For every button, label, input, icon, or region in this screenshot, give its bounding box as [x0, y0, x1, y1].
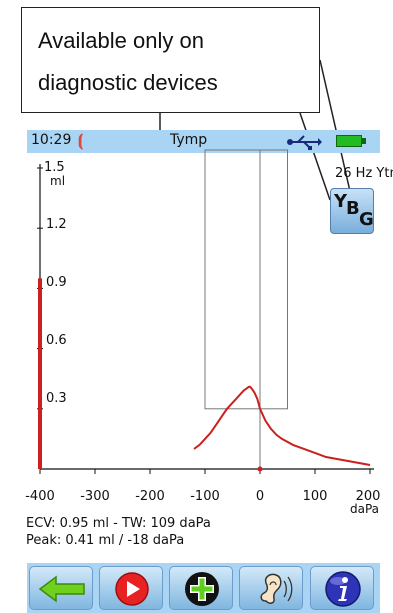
y-unit-label: ml — [50, 174, 66, 188]
y-tick-label: 0.9 — [46, 275, 67, 290]
ybg-letter-y: Y — [334, 191, 348, 212]
x-tick-label: -400 — [25, 489, 55, 504]
ybg-letter-g: G — [359, 209, 374, 230]
y-tick-label: 0.6 — [46, 333, 67, 348]
back-button[interactable] — [29, 566, 93, 610]
add-icon — [185, 572, 219, 606]
record-icon — [115, 572, 149, 606]
result-ecv-tw: ECV: 0.95 ml - TW: 109 daPa — [26, 516, 211, 531]
callout-text-line2: diagnostic devices — [38, 70, 218, 95]
y-tick-label: 1.5 — [44, 160, 65, 175]
status-bar: 10:29 ⦗ Tymp — [27, 130, 380, 153]
usb-icon — [287, 135, 322, 150]
tympanogram-curve — [193, 385, 371, 466]
result-peak: Peak: 0.41 ml / -18 daPa — [26, 533, 185, 548]
peak-marker — [257, 466, 263, 472]
callout-box: Available only on diagnostic devices — [21, 7, 320, 113]
x-tick-label: -200 — [135, 489, 165, 504]
x-tick-label: -300 — [80, 489, 110, 504]
x-unit-label: daPa — [350, 502, 380, 516]
x-tick-label: 200 — [355, 489, 381, 504]
x-tick-label: 100 — [302, 489, 328, 504]
ybg-letter-b: B — [346, 198, 360, 219]
battery-tip — [362, 138, 366, 144]
record-button[interactable] — [99, 566, 163, 610]
ear-icon — [260, 573, 293, 604]
status-time: 10:29 — [31, 132, 72, 148]
callout-text-line1: Available only on — [38, 28, 204, 53]
ear-icon: ⦗ — [78, 131, 84, 150]
x-tick-label: 0 — [255, 489, 265, 504]
ecv-bar — [38, 278, 42, 469]
y-tick-label: 0.3 — [46, 391, 67, 406]
back-arrow-icon — [38, 575, 85, 603]
normal-region-box — [204, 149, 288, 410]
y-tick-label: 1.2 — [46, 217, 67, 232]
battery-icon — [336, 135, 362, 147]
add-button[interactable] — [169, 566, 233, 610]
info-icon — [325, 571, 361, 607]
info-button[interactable] — [310, 566, 374, 610]
probe-frequency: 26 Hz Ytm — [335, 166, 393, 181]
bottom-toolbar — [27, 563, 380, 613]
ear-button[interactable] — [239, 566, 303, 610]
status-mode: Tymp — [170, 132, 208, 148]
ybg-button[interactable]: Y B G — [330, 188, 374, 234]
x-tick-label: -100 — [190, 489, 220, 504]
